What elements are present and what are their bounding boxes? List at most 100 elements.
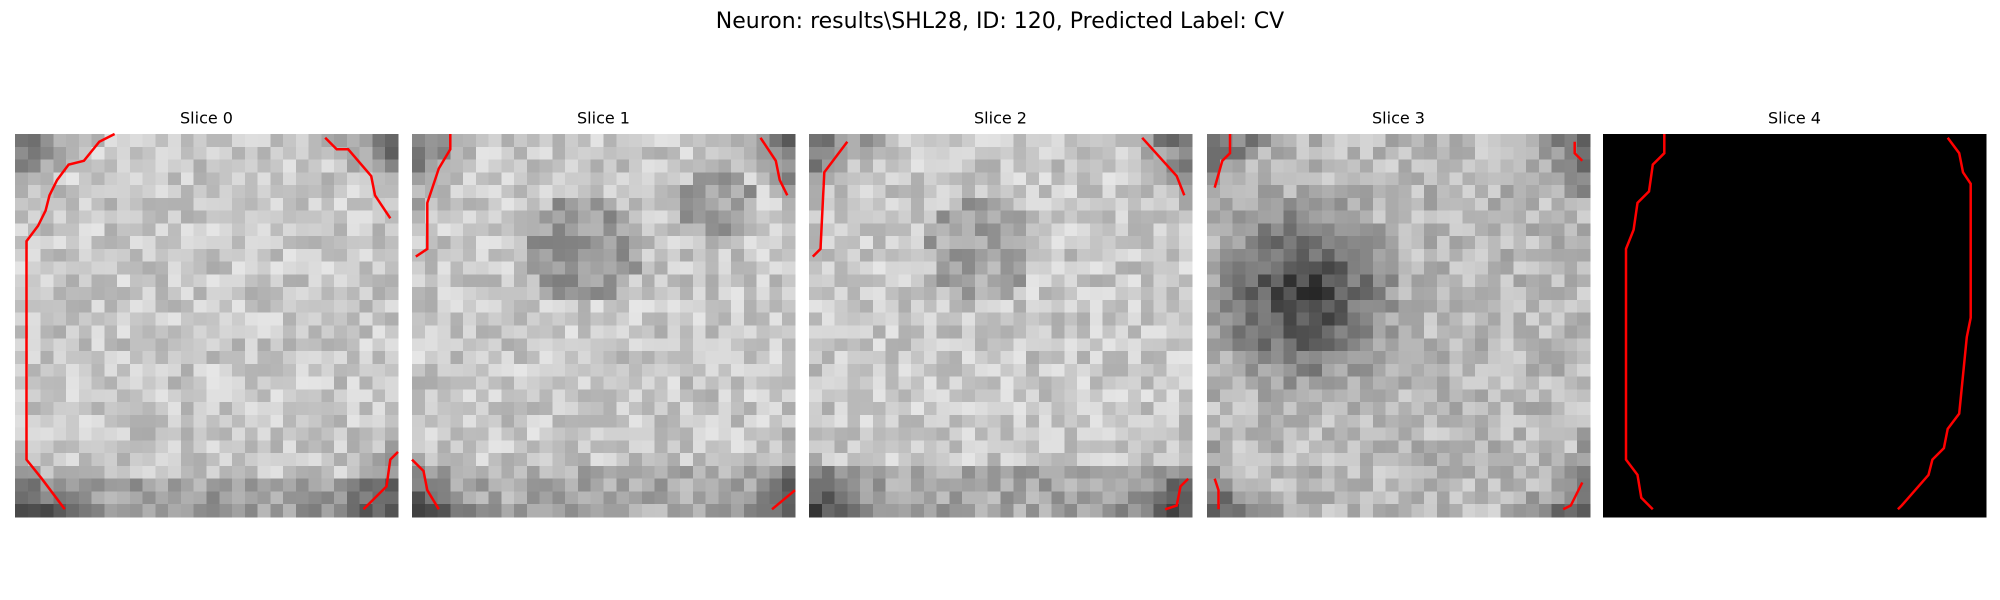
- pixel: [1666, 478, 1681, 492]
- pixel: [1781, 287, 1795, 301]
- pixel: [629, 389, 643, 403]
- pixel: [104, 236, 118, 250]
- pixel: [15, 134, 29, 148]
- pixel: [641, 146, 656, 161]
- pixel: [1500, 351, 1514, 365]
- pixel: [1475, 274, 1489, 288]
- pixel: [193, 197, 207, 212]
- pixel: [412, 159, 426, 173]
- pixel: [1462, 210, 1476, 224]
- pixel: [603, 402, 617, 416]
- pixel: [412, 299, 426, 314]
- pixel: [1089, 248, 1104, 263]
- pixel: [974, 453, 989, 467]
- pixel: [40, 274, 54, 288]
- pixel: [898, 351, 912, 365]
- pixel: [1973, 185, 1987, 199]
- pixel: [1794, 491, 1808, 505]
- pixel: [1743, 197, 1757, 212]
- pixel: [244, 325, 259, 339]
- pixel: [1013, 146, 1027, 161]
- pixel: [654, 351, 668, 365]
- pixel: [1743, 402, 1757, 416]
- pixel: [1526, 376, 1540, 390]
- pixel: [193, 440, 207, 454]
- pixel: [1000, 299, 1014, 314]
- pixel: [514, 197, 528, 212]
- pixel: [936, 146, 950, 161]
- pixel: [1960, 491, 1974, 505]
- pixel: [1858, 504, 1872, 518]
- pixel: [1781, 465, 1795, 480]
- pixel: [629, 414, 643, 429]
- pixel: [1896, 376, 1910, 390]
- pixel: [680, 465, 694, 480]
- pixel: [1309, 210, 1323, 224]
- pixel: [1832, 491, 1847, 505]
- pixel: [1000, 325, 1014, 339]
- pixel: [1641, 236, 1655, 250]
- pixel: [756, 427, 770, 441]
- pixel: [1654, 351, 1668, 365]
- pixel: [898, 146, 912, 161]
- pixel: [590, 159, 604, 173]
- pixel: [1309, 363, 1323, 378]
- pixel: [1385, 287, 1399, 301]
- pixel: [1140, 134, 1155, 148]
- pixel: [1051, 223, 1065, 237]
- pixel: [1909, 210, 1923, 224]
- pixel: [475, 197, 490, 212]
- pixel: [1245, 197, 1259, 212]
- pixel: [346, 376, 361, 390]
- pixel: [962, 427, 976, 441]
- pixel: [78, 274, 93, 288]
- pixel: [1283, 402, 1297, 416]
- pixel: [1153, 146, 1167, 161]
- pixel: [1258, 363, 1272, 378]
- pixel: [1858, 185, 1872, 199]
- pixel: [142, 261, 156, 275]
- pixel: [1730, 504, 1744, 518]
- pixel: [1756, 389, 1770, 403]
- pixel: [488, 491, 502, 505]
- pixel: [1717, 223, 1732, 237]
- pixel: [1424, 223, 1438, 237]
- pixel: [1947, 172, 1961, 186]
- pixel: [590, 274, 604, 288]
- pixel: [1551, 172, 1565, 186]
- pixel: [769, 338, 783, 352]
- pixel: [1513, 363, 1527, 378]
- pixel: [847, 210, 861, 224]
- pixel: [1026, 312, 1040, 326]
- pixel: [27, 146, 42, 161]
- pixel: [603, 274, 617, 288]
- pixel: [898, 465, 912, 480]
- pixel: [654, 389, 668, 403]
- pixel: [1462, 338, 1476, 352]
- pixel: [1692, 312, 1706, 326]
- pixel: [1166, 287, 1180, 301]
- pixel: [244, 491, 259, 505]
- pixel: [1794, 299, 1808, 314]
- pixel: [1947, 351, 1961, 365]
- pixel: [1309, 185, 1323, 199]
- pixel: [1360, 185, 1374, 199]
- pixel: [180, 376, 195, 390]
- pixel: [437, 338, 451, 352]
- pixel: [219, 478, 233, 492]
- pixel: [1013, 504, 1027, 518]
- pixel: [769, 465, 783, 480]
- pixel: [117, 504, 131, 518]
- pixel: [129, 325, 144, 339]
- pixel: [244, 261, 259, 275]
- pixel: [1385, 504, 1399, 518]
- pixel: [321, 453, 335, 467]
- pixel: [1038, 299, 1053, 314]
- pixel: [1296, 414, 1310, 429]
- pixel: [1462, 402, 1476, 416]
- pixel: [1064, 491, 1078, 505]
- pixel: [155, 427, 169, 441]
- pixel: [1654, 389, 1668, 403]
- pixel: [180, 504, 195, 518]
- pixel: [809, 146, 823, 161]
